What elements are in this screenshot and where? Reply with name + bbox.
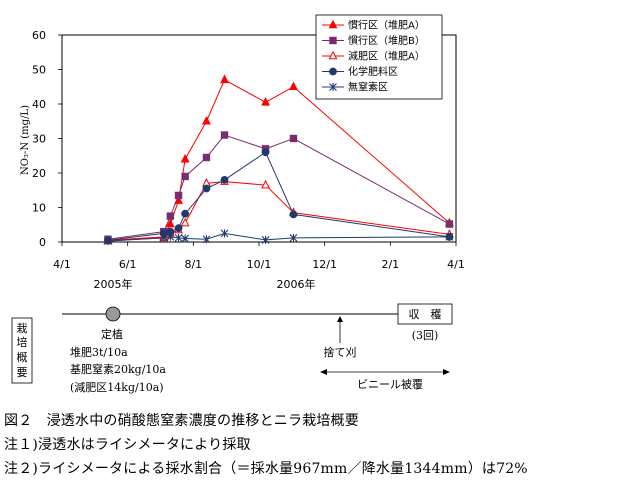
legend-label: 慣行区（堆肥A）: [348, 19, 425, 32]
timeline-side-label-2: 概: [17, 351, 28, 364]
note-1: 注１)浸透水はライシメータにより採取: [4, 437, 251, 453]
data-point: [174, 224, 183, 233]
data-point: [159, 233, 168, 242]
legend-item: 慣行区（堆肥B）: [322, 34, 425, 47]
note-2: 注２)ライシメータによる採水割合（＝採水量967mm／降水量1344mm）は72…: [4, 461, 528, 477]
harvest-count: (3回): [412, 329, 439, 342]
x-year-label-2006: 2006年: [277, 277, 316, 291]
data-point: [289, 81, 298, 91]
data-point: [289, 210, 298, 219]
figure-caption: 図２ 浸透水中の硝酸態窒素濃度の推移とニラ栽培概要: [4, 413, 359, 429]
chart-figure: NO₃-N (mg/L) 0 10 20 30 40 50 60 2005年 2006年 4…: [11, 14, 465, 394]
x-tick-label: 2/1: [381, 258, 399, 271]
data-point: [180, 217, 190, 227]
data-point: [180, 153, 190, 163]
data-point: [289, 134, 298, 143]
series-4: [104, 229, 454, 245]
cultivation-timeline: 栽 培 概 要 定植 堆肥3t/10a 基肥窒素20kg/10a (減肥区14k…: [11, 303, 453, 394]
legend-item: 無窒素区: [322, 81, 388, 94]
series-3: [104, 148, 454, 245]
sutegari-label: 捨て刈: [324, 345, 357, 359]
data-point: [220, 131, 229, 139]
planting-marker: [105, 306, 121, 322]
x-year-label-2005: 2005年: [94, 277, 133, 291]
timeline-side-label-1: 培: [17, 335, 28, 349]
data-point: [165, 218, 175, 228]
harvest-label: 収 穫: [409, 308, 442, 321]
data-point: [181, 234, 190, 243]
x-tick-label: 8/1: [184, 258, 202, 271]
data-point: [261, 179, 270, 189]
x-axis-ticks: 2005年 2006年 4/1 6/1 8/1 10/1 12/1 2/1 4/1: [53, 242, 465, 291]
legend-box: [315, 14, 443, 100]
x-tick-label: 4/1: [53, 258, 71, 271]
series-1: [104, 131, 454, 243]
data-point: [220, 176, 229, 184]
vinyl-arrow-left: [320, 369, 327, 375]
data-point: [328, 19, 338, 29]
x-tick-label: 4/1: [447, 258, 465, 271]
harvest-box: [397, 303, 453, 325]
data-point: [166, 232, 175, 241]
y-axis-label: NO₃-N (mg/L): [20, 105, 31, 175]
y-axis-ticks: 0 10 20 30 40 50 60: [32, 29, 62, 249]
y-tick-label: 20: [32, 167, 46, 180]
y-tick-label: 40: [32, 98, 46, 111]
series-0: [103, 74, 454, 244]
data-point: [445, 232, 454, 241]
x-tick-label: 6/1: [119, 258, 137, 271]
y-tick-label: 10: [32, 202, 46, 215]
sutegari-arrowhead: [337, 316, 343, 322]
x-tick-label: 12/1: [312, 258, 337, 271]
data-point: [220, 74, 229, 84]
data-point: [202, 235, 211, 244]
data-point: [261, 96, 270, 106]
y-tick-label: 30: [32, 133, 46, 146]
data-point: [202, 115, 211, 125]
data-point: [261, 148, 270, 157]
legend-label: 化学肥料区: [348, 65, 398, 78]
data-point: [328, 50, 338, 60]
data-point: [174, 233, 183, 242]
y-tick-label: 50: [32, 64, 46, 77]
series-line: [107, 232, 450, 242]
y-tick-label: 60: [32, 29, 46, 42]
timeline-side-label-3: 要: [17, 366, 28, 379]
timeline-side-box: [11, 317, 33, 384]
data-point: [174, 191, 183, 200]
data-point: [104, 236, 112, 245]
data-point: [220, 229, 229, 238]
data-point: [445, 220, 454, 228]
data-point: [329, 83, 337, 91]
legend-item: 化学肥料区: [322, 65, 398, 78]
data-point: [166, 212, 175, 220]
fert-line-2: (減肥区14kg/10a): [70, 380, 164, 394]
data-point: [289, 233, 298, 242]
data-point: [181, 172, 189, 181]
legend-item: 慣行区（堆肥A）: [322, 19, 425, 32]
data-point: [329, 36, 337, 45]
series-line: [107, 134, 450, 240]
data-point: [261, 235, 270, 244]
legend-item: 減肥区（堆肥A）: [322, 50, 425, 63]
data-point: [181, 209, 190, 218]
legend-label: 無窒素区: [348, 81, 388, 94]
timeline-side-label-0: 栽: [17, 322, 28, 335]
series-line: [107, 79, 450, 241]
y-tick-label: 0: [39, 236, 46, 249]
x-tick-label: 10/1: [247, 258, 272, 271]
data-point: [202, 153, 211, 162]
series-layer: [103, 74, 454, 245]
legend-label: 減肥区（堆肥A）: [348, 50, 425, 63]
data-point: [329, 67, 337, 76]
vinyl-arrow-right: [443, 369, 450, 375]
vinyl-label: ビニール被覆: [357, 378, 423, 391]
legend-label: 慣行区（堆肥B）: [348, 34, 425, 47]
planting-label: 定植: [101, 327, 123, 341]
fert-line-0: 堆肥3t/10a: [70, 346, 128, 359]
data-point: [202, 184, 211, 193]
fert-line-1: 基肥窒素20kg/10a: [70, 362, 166, 376]
